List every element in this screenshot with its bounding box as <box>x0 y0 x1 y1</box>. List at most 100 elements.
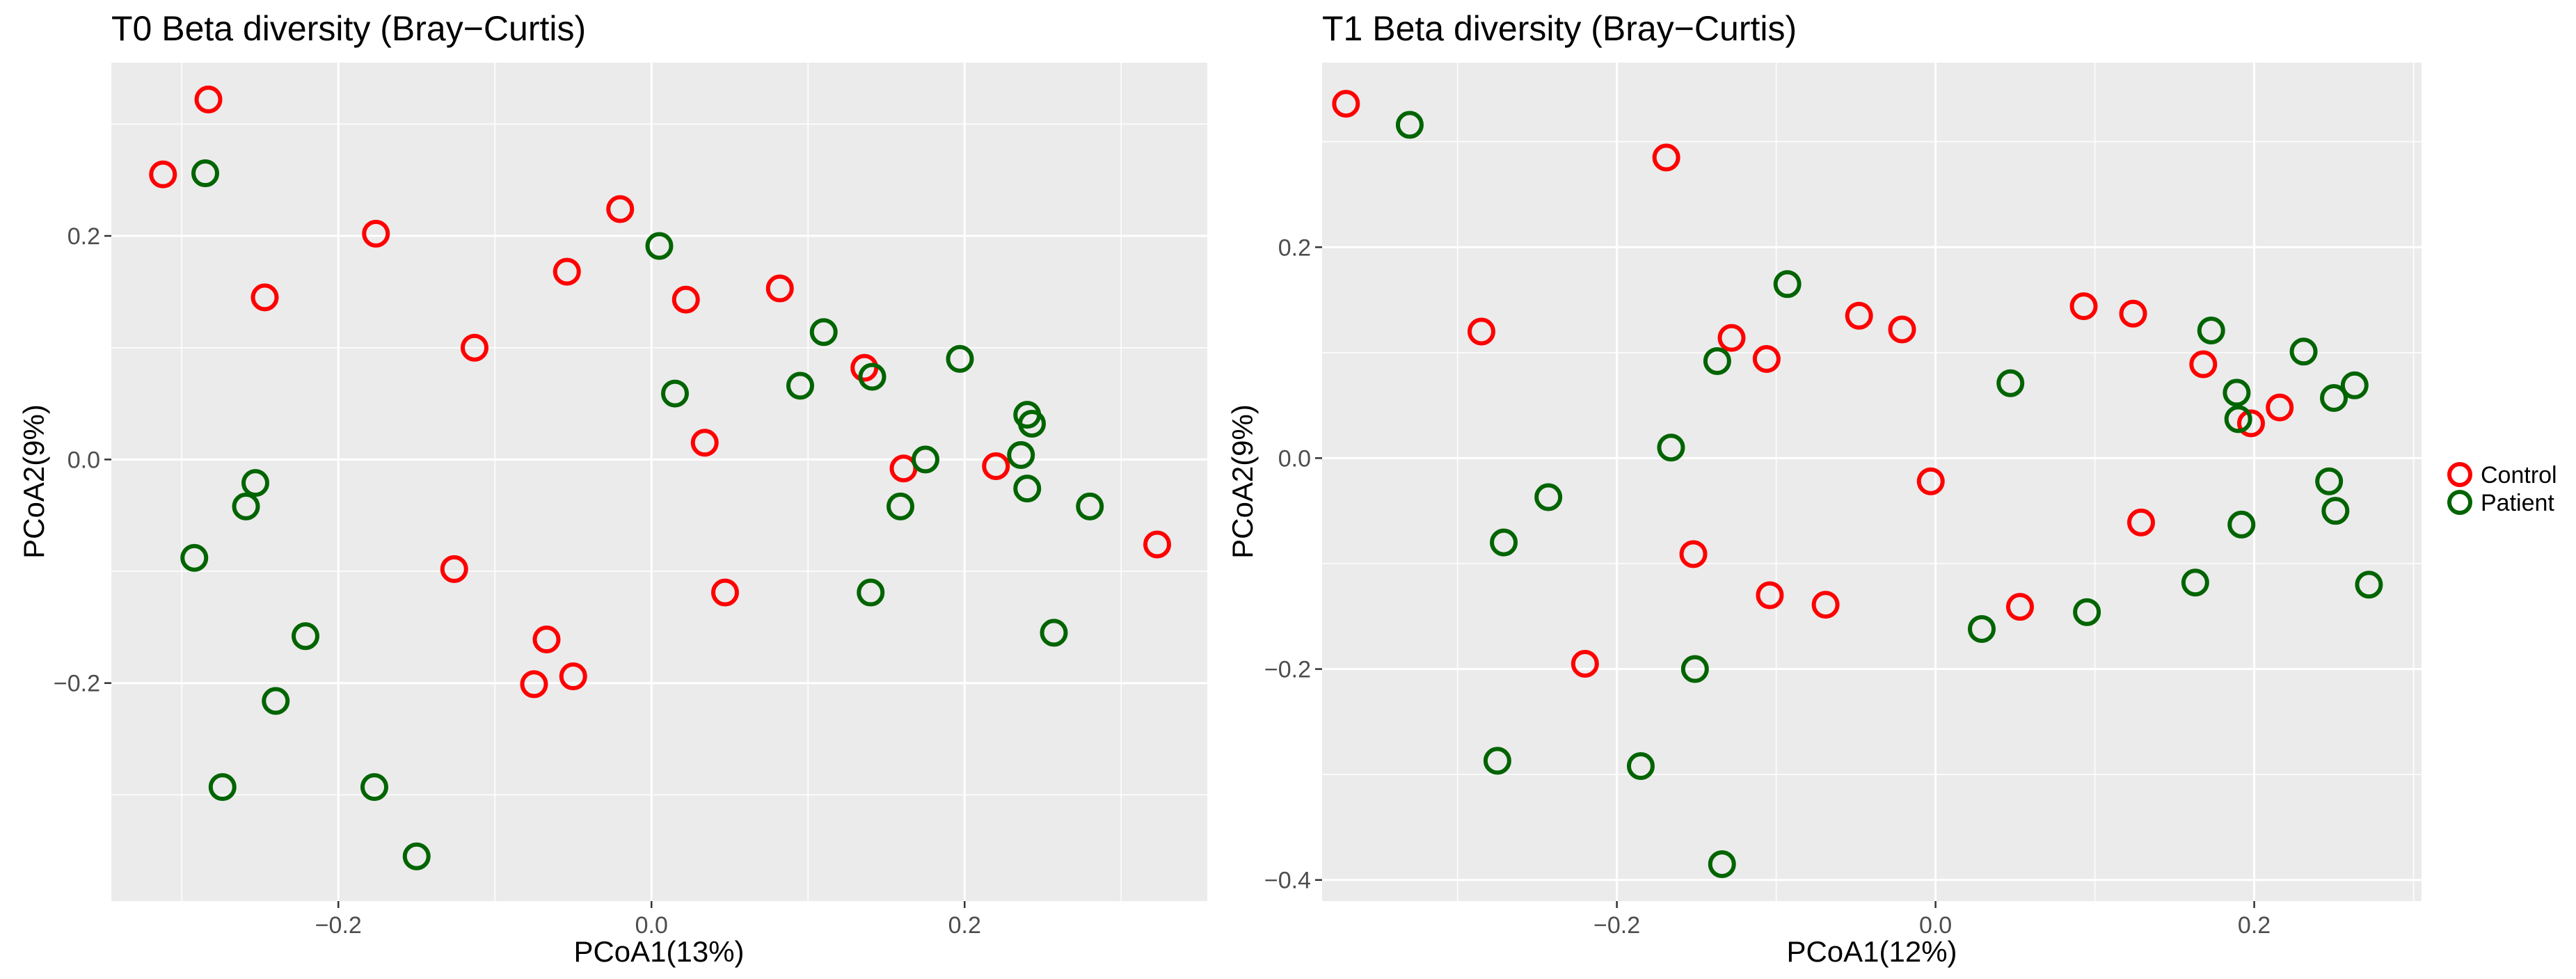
y-axis-ticks: −0.2 0.0 0.2 <box>54 223 111 697</box>
point-patient <box>1534 483 1563 511</box>
point-patient <box>2224 405 2252 433</box>
point-patient <box>1657 433 1685 462</box>
point-patient <box>1013 475 1042 503</box>
point-control <box>982 452 1010 481</box>
x-tick-label: −0.2 <box>315 912 362 939</box>
chart-title: T0 Beta diversity (Bray−Curtis) <box>111 9 586 48</box>
legend: Control Patient <box>2447 462 2557 516</box>
point-patient <box>402 842 431 870</box>
data-points <box>149 86 1171 870</box>
point-patient <box>2227 510 2256 539</box>
point-control <box>1811 591 1840 619</box>
point-patient <box>661 379 689 408</box>
point-control <box>690 429 719 457</box>
point-patient <box>2315 467 2344 495</box>
point-control <box>552 257 581 286</box>
point-patient <box>1018 409 1046 438</box>
point-control <box>671 285 700 314</box>
point-patient <box>887 492 914 520</box>
point-patient <box>1007 440 1035 469</box>
x-tick-label: 0.2 <box>2238 912 2271 939</box>
y-tick-label: 0.0 <box>1278 445 1311 472</box>
legend-item-patient: Patient <box>2447 490 2554 516</box>
point-control <box>2119 299 2147 328</box>
point-control <box>1652 143 1680 172</box>
point-patient <box>809 318 838 347</box>
point-control <box>1752 344 1781 373</box>
x-axis-ticks: −0.2 0.0 0.2 <box>1593 901 2271 939</box>
point-control <box>194 86 223 114</box>
point-patient <box>1773 270 1802 299</box>
chart-t0: T0 Beta diversity (Bray−Curtis) −0.2 0.0 0… <box>17 9 1207 968</box>
x-tick-label: 0.0 <box>635 912 668 939</box>
y-axis-ticks: −0.4 −0.2 0.0 0.2 <box>1264 234 1322 894</box>
legend-key-patient <box>2447 490 2472 515</box>
point-control <box>2126 508 2155 536</box>
point-control <box>520 670 548 699</box>
point-patient <box>1483 747 1511 775</box>
plot-panel <box>1322 63 2422 901</box>
x-axis-title: PCoA1(13%) <box>573 935 744 968</box>
point-control <box>532 626 561 654</box>
point-control <box>2189 350 2218 379</box>
data-points <box>1332 90 2383 878</box>
point-patient <box>1626 751 1655 780</box>
point-patient <box>2289 337 2318 366</box>
chart-t1: T1 Beta diversity (Bray−Curtis) −0.2 0.0 0… <box>1226 9 2422 968</box>
point-control <box>559 662 587 691</box>
legend-key-control <box>2447 462 2472 487</box>
point-control <box>1143 530 1171 559</box>
legend-label-control: Control <box>2481 462 2557 488</box>
point-control <box>251 283 279 312</box>
point-patient <box>241 469 269 498</box>
point-control <box>2236 409 2265 438</box>
point-patient <box>912 445 939 474</box>
point-control <box>2266 393 2294 422</box>
point-patient <box>2223 379 2251 407</box>
point-patient <box>1076 492 1104 520</box>
point-patient <box>2320 384 2348 412</box>
point-control <box>440 555 468 583</box>
point-control <box>711 578 739 607</box>
y-tick-label: −0.4 <box>1264 868 1311 894</box>
point-control <box>2005 593 2034 621</box>
point-control <box>362 219 390 248</box>
point-control <box>1571 649 1599 678</box>
point-control <box>606 195 635 223</box>
y-tick-label: 0.2 <box>67 223 100 250</box>
point-control <box>1756 581 1784 610</box>
point-patient <box>858 363 887 391</box>
x-tick-label: −0.2 <box>1593 912 1640 939</box>
point-control <box>2069 292 2098 321</box>
point-patient <box>786 372 814 400</box>
point-control <box>765 274 794 303</box>
point-patient <box>292 622 319 651</box>
legend-label-patient: Patient <box>2481 490 2554 516</box>
legend-item-control: Control <box>2447 462 2557 488</box>
y-axis-title: PCoA2(9%) <box>17 404 50 559</box>
x-axis-ticks: −0.2 0.0 0.2 <box>315 901 981 939</box>
point-patient <box>1395 111 1424 139</box>
point-patient <box>2181 568 2209 597</box>
point-control <box>1888 315 1916 344</box>
point-control <box>1916 467 1945 495</box>
point-patient <box>2197 316 2225 344</box>
point-control <box>149 160 177 189</box>
point-patient <box>232 492 260 520</box>
point-patient <box>1490 528 1518 557</box>
point-patient <box>946 344 974 373</box>
point-patient <box>360 773 388 802</box>
point-patient <box>180 543 209 572</box>
point-patient <box>2340 371 2369 399</box>
x-tick-label: 0.0 <box>1919 912 1952 939</box>
grid-lines <box>1322 63 2422 901</box>
y-tick-label: −0.2 <box>54 671 100 697</box>
y-tick-label: 0.0 <box>67 447 100 473</box>
point-patient <box>1703 347 1731 375</box>
point-patient <box>2321 497 2350 525</box>
plot-panel <box>111 63 1207 901</box>
point-control <box>1845 301 1873 330</box>
point-control <box>1332 90 1360 118</box>
x-tick-label: 0.2 <box>948 912 981 939</box>
